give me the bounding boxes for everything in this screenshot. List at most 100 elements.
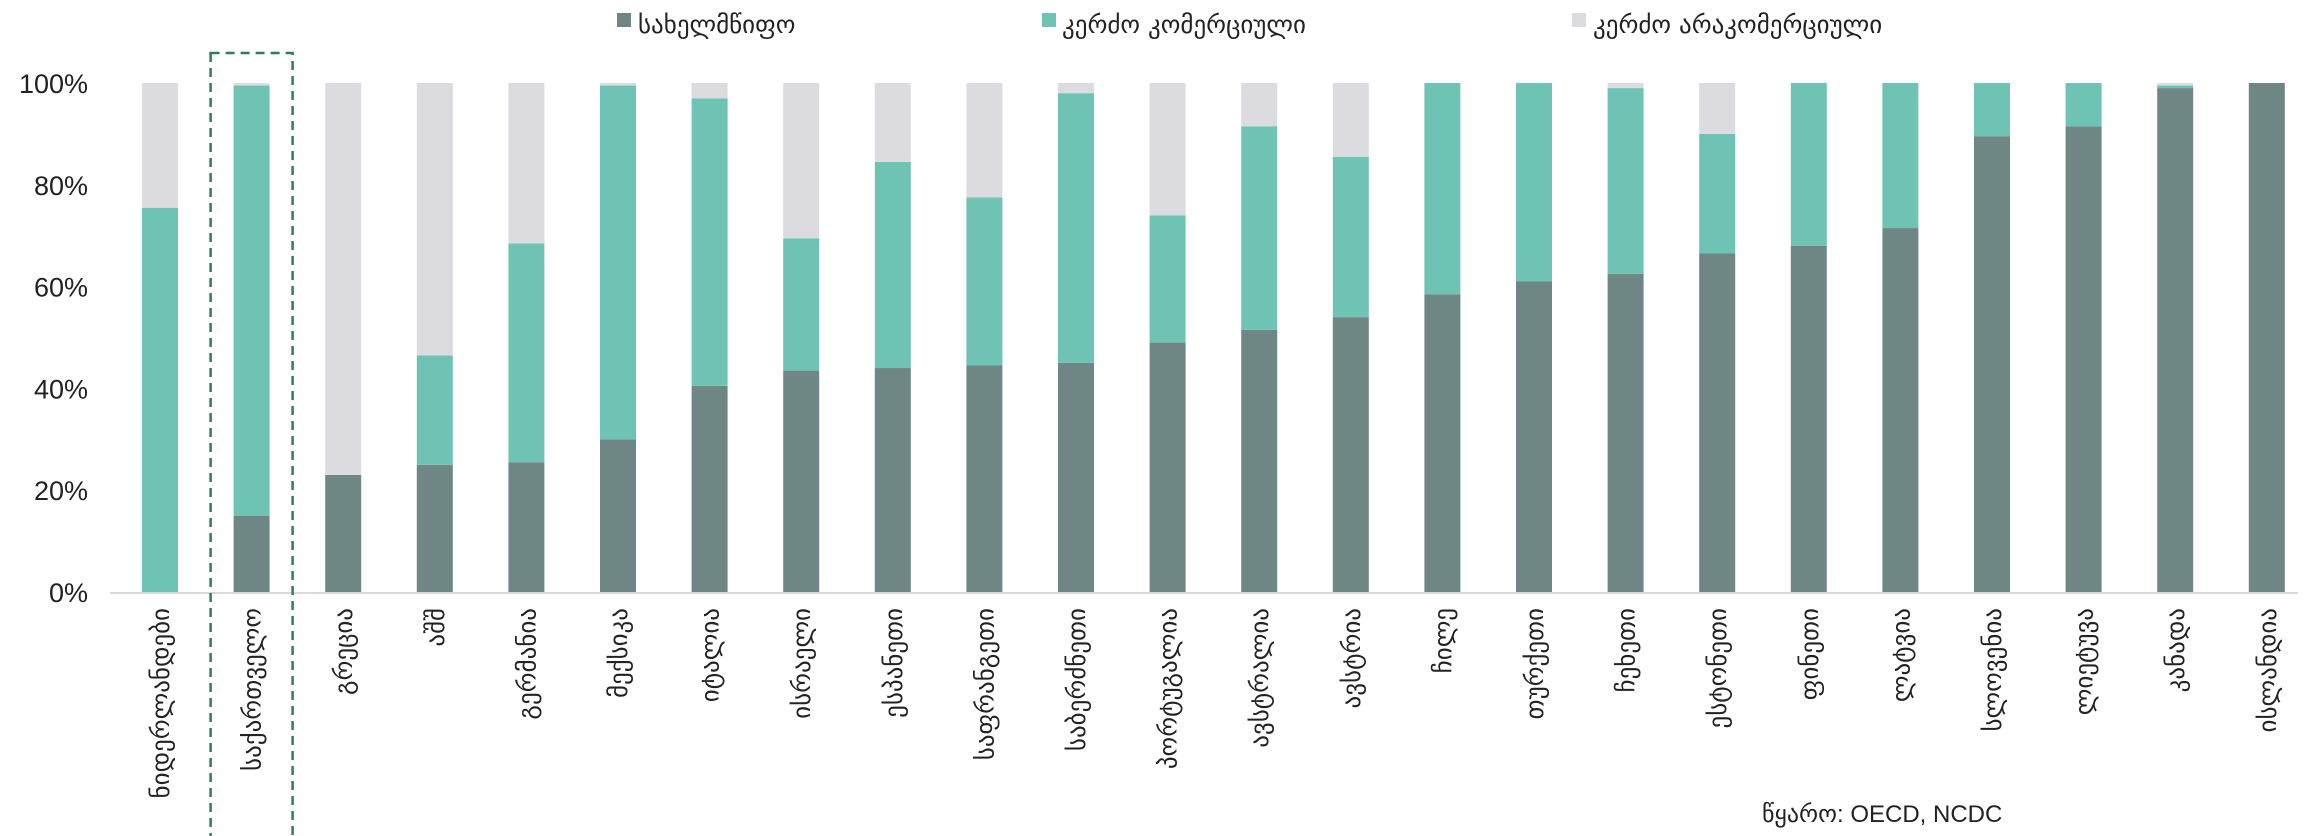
y-tick-label: 0% [49,578,88,608]
x-category-label: კანადა [2161,608,2190,692]
highlight-box-georgia [209,51,294,836]
bar-segment-state [966,365,1003,592]
bar-segment-state [416,464,453,592]
x-category-label: ავსტრალია [1245,608,1274,748]
bar-segment-state [508,462,545,592]
bar-segment-private-commercial [783,238,820,371]
x-category-label: ესტონეთი [1703,608,1732,728]
bar-segment-private-commercial [1790,83,1827,246]
x-category-label: გრეცია [329,608,358,695]
y-tick-label: 40% [34,374,88,404]
x-category-label: ლატვია [1886,608,1915,702]
bar-segment-state [1790,245,1827,592]
bar-segment-state [1149,342,1186,592]
y-tick-label: 80% [34,171,88,201]
bar-segment-state [874,368,911,592]
x-axis-labels: ნიდერლანდები საქართველო გრეცია აშშ გერმანია მ… [146,608,2282,798]
bar-segment-private-noncommercial [2157,83,2194,86]
legend-label-private-noncommercial: კერძო არაკომერციული [1593,10,1882,39]
bar-segment-private-commercial [2065,83,2102,127]
bar-segment-state [1241,329,1278,592]
x-category-label: საქართველო [238,608,267,771]
legend-swatch-private-noncommercial [1572,13,1586,27]
bar-segment-private-noncommercial [1332,83,1369,157]
source-note: წყარო: OECD, NCDC [1762,801,2003,828]
x-category-label: საფრანგეთი [970,608,999,760]
bar-segment-state [2065,126,2102,592]
bar-segment-state [783,370,820,592]
bar-segment-state [233,515,270,592]
bar-segment-state [1607,273,1644,592]
bar-segment-state [1974,136,2010,592]
x-category-label: ისრაელი [787,608,816,719]
legend-swatch-private-commercial [1042,13,1056,27]
bar-segment-private-noncommercial [1058,83,1094,94]
bar-segment-private-noncommercial [1241,83,1278,127]
x-category-label: ისლანდია [2253,608,2282,732]
legend: სახელმწიფო კერძო კომერციული კერძო არაკომ… [617,10,1882,39]
x-category-label: ფინეთი [1795,608,1824,700]
bar-segment-state [2248,83,2285,592]
bar-segment-state [1699,253,1736,592]
bar-segment-private-commercial [1241,126,1278,330]
bar-segment-private-noncommercial [1699,83,1736,134]
bar-segment-private-commercial [233,85,270,516]
x-category-label: იტალია [696,608,725,702]
x-category-label: ავსტრია [1337,608,1366,708]
bar-segment-private-commercial [1699,133,1736,254]
bar-segment-state [1424,294,1461,592]
x-category-label: ნიდერლანდები [146,608,175,798]
y-tick-label: 100% [19,69,88,99]
bar-segment-private-noncommercial [416,83,453,356]
bar-segment-state [325,474,362,592]
legend-label-state: სახელმწიფო [638,10,795,39]
bar-segment-private-commercial [1332,156,1369,318]
x-category-label: მექსიკა [604,608,633,698]
bar-segment-private-noncommercial [142,83,178,208]
x-category-label: საბერძნეთი [1062,608,1091,751]
bar-segment-private-commercial [508,243,545,463]
x-category-label: აშშ [421,608,450,647]
bar-segment-private-commercial [691,98,728,386]
bar-segment-private-commercial [1424,83,1461,295]
bar-segment-state [1516,281,1552,592]
x-category-label: თურქეთი [1520,608,1549,719]
bar-segment-state [2157,88,2194,592]
bar-segment-private-noncommercial [966,83,1003,198]
y-tick-label: 20% [34,476,88,506]
bar-segment-private-commercial [1058,93,1094,363]
bar-segment-private-commercial [966,197,1003,366]
y-tick-label: 60% [34,273,88,303]
x-category-label: გერმანია [512,608,541,720]
legend-swatch-state [617,13,631,27]
bar-segment-private-noncommercial [783,83,820,239]
bar-segment-private-commercial [1974,83,2010,137]
x-category-label: ლიეტუვა [2070,608,2099,715]
bars [142,83,2285,592]
bar-segment-private-commercial [416,355,453,465]
bar-segment-private-noncommercial [874,83,911,162]
bar-segment-private-noncommercial [508,83,545,244]
x-category-label: პორტუგალია [1154,608,1183,769]
x-category-label: ესპანეთი [879,608,908,718]
x-category-label: ჩეხეთი [1612,608,1641,692]
bar-segment-state [1332,317,1369,592]
bar-segment-state [1058,362,1094,592]
bar-segment-private-commercial [2157,85,2194,89]
y-axis: 0% 20% 40% 60% 80% 100% [19,69,88,608]
bar-segment-private-commercial [874,161,911,369]
bar-segment-private-commercial [1882,83,1919,229]
bar-segment-state [600,439,636,592]
bar-segment-private-noncommercial [233,83,270,86]
bar-segment-private-noncommercial [1607,83,1644,89]
bar-segment-private-noncommercial [600,83,636,86]
x-category-label: ჩილე [1428,608,1457,673]
bar-segment-private-commercial [600,85,636,440]
x-category-label: სლოვენია [1978,608,2007,732]
bar-segment-private-commercial [142,207,178,592]
bar-segment-private-noncommercial [691,83,728,99]
bar-segment-private-noncommercial [325,83,362,475]
bar-segment-state [1882,228,1919,592]
legend-label-private-commercial: კერძო კომერციული [1062,10,1306,39]
bar-segment-private-commercial [1607,88,1644,274]
